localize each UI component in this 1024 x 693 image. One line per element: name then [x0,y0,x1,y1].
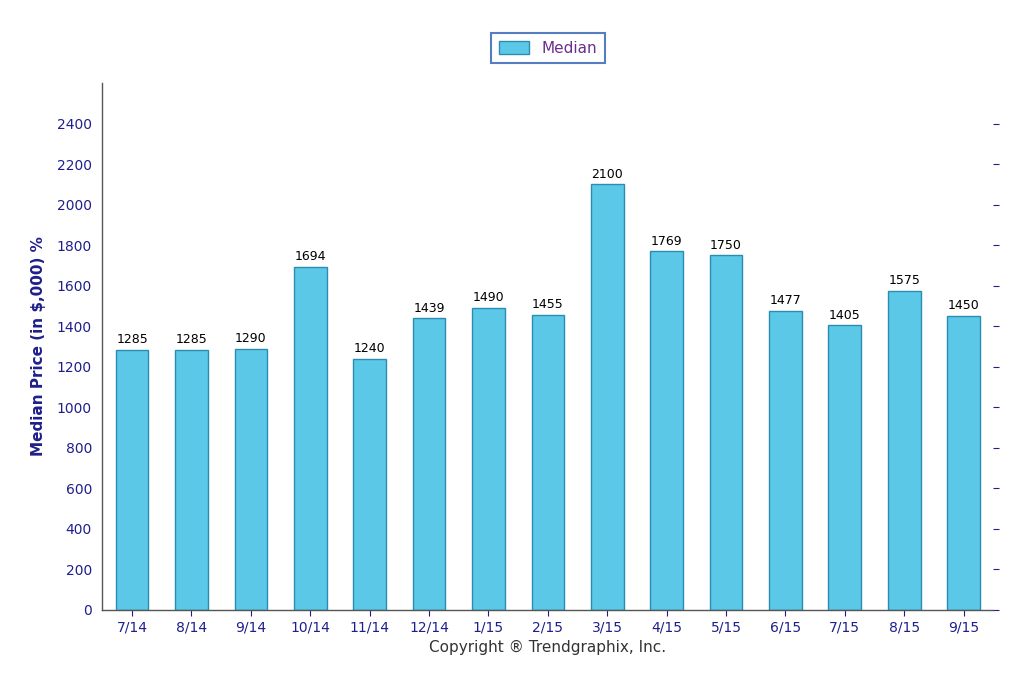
Bar [828,325,861,610]
Bar [234,349,267,610]
Text: 1575: 1575 [888,274,921,287]
Bar [353,359,386,610]
Text: 1405: 1405 [828,308,861,322]
Bar [175,349,208,610]
Text: 1285: 1285 [116,333,148,346]
Text: 1769: 1769 [651,235,682,248]
Y-axis label: Median Price (in $,000) %: Median Price (in $,000) % [31,236,46,457]
Text: 1240: 1240 [354,342,385,355]
Text: 1439: 1439 [414,301,444,315]
X-axis label: Copyright ® Trendgraphix, Inc.: Copyright ® Trendgraphix, Inc. [429,640,667,655]
Bar [591,184,624,610]
Text: 1477: 1477 [769,294,802,307]
Text: 1490: 1490 [473,291,504,304]
Text: 1290: 1290 [236,332,266,345]
Bar [888,291,921,610]
Text: 1450: 1450 [947,299,980,313]
Bar [650,252,683,610]
Text: 1750: 1750 [710,238,742,252]
Bar [294,267,327,610]
Text: 1285: 1285 [175,333,208,346]
Text: 2100: 2100 [591,168,624,181]
Bar [472,308,505,610]
Text: 1455: 1455 [531,299,564,311]
Bar [947,316,980,610]
Bar [413,318,445,610]
Text: 1694: 1694 [295,250,326,263]
Bar [769,310,802,610]
Bar [531,315,564,610]
Legend: Median: Median [490,33,605,63]
Bar [710,255,742,610]
Bar [116,349,148,610]
